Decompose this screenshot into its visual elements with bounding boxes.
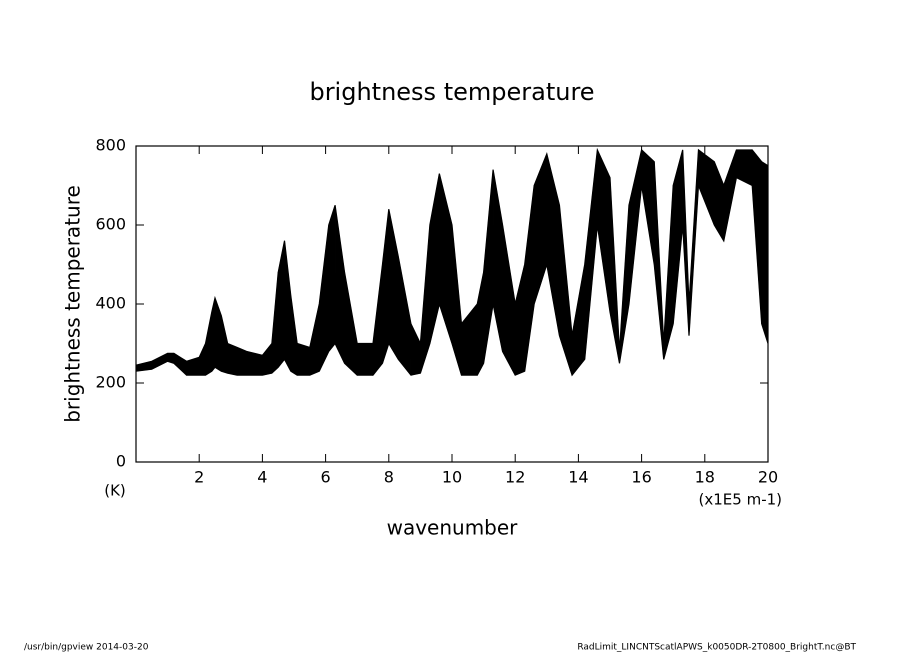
x-axis-label: wavenumber: [387, 516, 519, 540]
band-segment: [205, 311, 213, 376]
footer-right: RadLimit_LINCNTScatlAPWS_k0050DR-2T0800_…: [577, 643, 856, 653]
x-tick-label: 12: [505, 468, 525, 487]
band-segment: [214, 297, 222, 372]
x-tick-label: 4: [257, 468, 267, 487]
y-axis-label: brightness temperature: [61, 185, 85, 423]
band-segment: [198, 343, 206, 376]
band-segment: [514, 264, 525, 376]
envelope-line: [135, 147, 769, 366]
band-segment: [723, 149, 737, 241]
x-tick-label: 2: [194, 468, 204, 487]
y-tick-label: 0: [116, 452, 126, 471]
y-tick-label: 600: [95, 215, 126, 234]
band-segment: [344, 272, 358, 376]
band-segment: [186, 356, 200, 376]
x-tick-label: 6: [321, 468, 331, 487]
chart-title: brightness temperature: [309, 78, 594, 106]
x-tick-label: 20: [758, 468, 778, 487]
y-unit: (K): [104, 482, 126, 500]
band-segment: [736, 149, 753, 186]
x-tick-label: 16: [631, 468, 651, 487]
band-segment: [296, 343, 311, 376]
band-segment: [284, 240, 292, 372]
band-segment: [227, 343, 238, 376]
y-tick-label: 800: [95, 136, 126, 155]
band-segment: [236, 347, 247, 376]
band-segment: [334, 205, 345, 364]
band-segment: [524, 185, 535, 372]
footer-left: /usr/bin/gpview 2014-03-20: [24, 643, 149, 653]
y-tick-label: 200: [95, 373, 126, 392]
band-segment: [277, 240, 285, 369]
x-tick-label: 14: [568, 468, 588, 487]
x-tick-label: 18: [695, 468, 715, 487]
y-tick-label: 400: [95, 294, 126, 313]
band-segment: [151, 352, 168, 370]
x-tick-label: 10: [442, 468, 462, 487]
band-segment: [328, 205, 336, 353]
band-segment: [262, 342, 273, 376]
band-segment: [761, 161, 769, 344]
band-segment: [356, 343, 374, 376]
x-tick-label: 8: [384, 468, 394, 487]
band-segment: [502, 224, 516, 376]
band-segment: [571, 264, 586, 376]
envelope-line: [135, 176, 769, 377]
band-segment: [410, 323, 421, 376]
band-segment: [698, 149, 715, 226]
band-segment: [318, 224, 330, 372]
band-segment: [451, 224, 462, 376]
plot-area: [135, 147, 769, 377]
band-segment: [641, 149, 655, 265]
band-segment: [584, 149, 598, 360]
band-segment: [533, 153, 548, 305]
x-unit: (x1E5 m-1): [699, 491, 782, 509]
band-segment: [221, 315, 228, 374]
